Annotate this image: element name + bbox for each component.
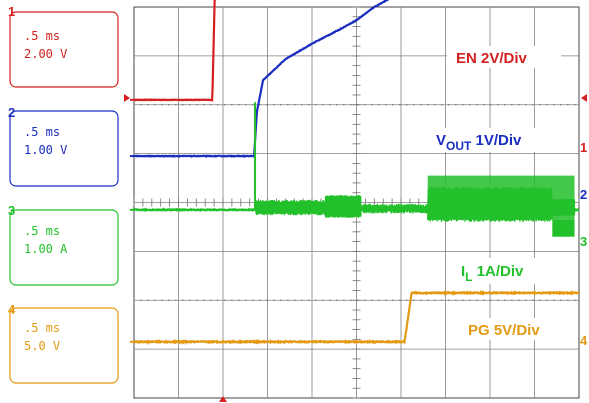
channel-timebase-3: .5 ms: [24, 224, 60, 238]
right-marker-4: 4: [580, 333, 588, 348]
channel-info-box-3: 3 .5 ms 1.00 A: [8, 203, 119, 286]
channel-scale-4: 5.0 V: [24, 339, 60, 353]
traces: [133, 0, 580, 346]
trace-channel-3-dip: [552, 219, 575, 237]
trace-label-vout: VOUT 1V/Div: [430, 128, 552, 153]
right-marker-2: 2: [580, 187, 587, 202]
channel-info-box-1: 1 .5 ms 2.00 V: [8, 4, 119, 88]
trace-channel-1: [133, 0, 216, 103]
channel-scale-3: 1.00 A: [24, 242, 68, 256]
vout-label-main: V: [436, 132, 446, 149]
channel-number-3: 3: [8, 203, 15, 218]
markers: [130, 98, 134, 343]
channel-number-2: 2: [8, 105, 15, 120]
trace-channel-3-envelope: [427, 175, 575, 220]
trace-channel-2: [133, 0, 389, 158]
trace-label-il: IL 1A/Div: [456, 258, 552, 284]
channel-number-4: 4: [8, 302, 16, 317]
trace-label-pg: PG 5V/Div: [463, 318, 559, 340]
trigger-level-right-marker: [581, 94, 587, 102]
right-marker-1: 1: [580, 140, 587, 155]
vout-label-sub: OUT: [446, 139, 472, 153]
trigger-level-left-marker: [124, 94, 130, 102]
il-label-sub: L: [465, 270, 472, 284]
channel-timebase-2: .5 ms: [24, 125, 60, 139]
en-label: EN 2V/Div: [456, 50, 528, 67]
trace-channel-4: [133, 289, 580, 346]
channel-timebase-4: .5 ms: [24, 321, 60, 335]
svg-text:IL 1A/Div: IL 1A/Div: [461, 263, 524, 284]
il-label-rest: 1A/Div: [473, 263, 525, 280]
right-marker-3: 3: [580, 234, 587, 249]
svg-text:VOUT 1V/Div: VOUT 1V/Div: [436, 132, 522, 153]
channel-scale-1: 2.00 V: [24, 47, 67, 61]
channel-number-1: 1: [8, 4, 15, 19]
trigger-position-marker: [219, 396, 227, 402]
channel-info-box-2: 2 .5 ms 1.00 V: [8, 105, 119, 187]
trace-label-en: EN 2V/Div: [447, 46, 561, 68]
channel-timebase-1: .5 ms: [24, 29, 60, 43]
channel-scale-2: 1.00 V: [24, 143, 67, 157]
channel-info-box-4: 4 .5 ms 5.0 V: [8, 302, 119, 384]
il-label-main: I: [461, 263, 465, 280]
pg-label: PG 5V/Div: [468, 322, 540, 339]
vout-label-rest: 1V/Div: [471, 132, 522, 149]
